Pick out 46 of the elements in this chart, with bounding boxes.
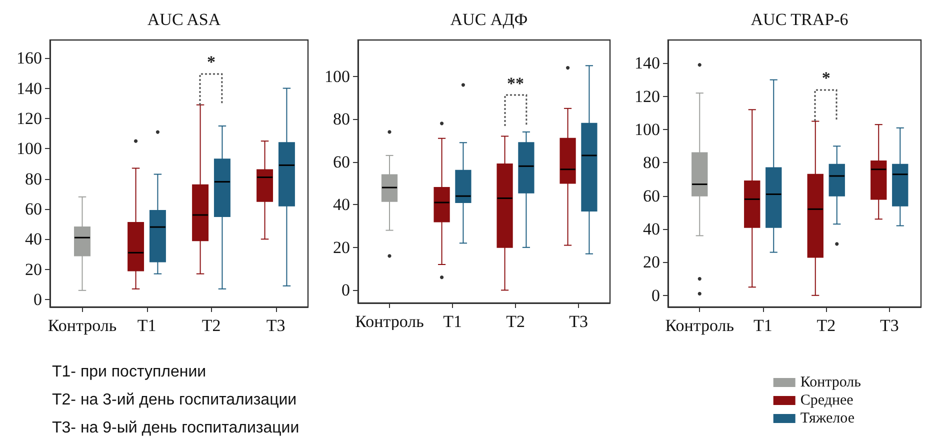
y-tick-label: 60 bbox=[25, 199, 42, 218]
x-tick-label: T1 bbox=[443, 312, 462, 331]
text: T2- на 3-ий день госпитализации bbox=[52, 392, 297, 408]
y-tick-label: 80 bbox=[643, 153, 660, 172]
y-tick-label: 140 bbox=[16, 78, 42, 98]
annotation: * bbox=[822, 68, 830, 88]
y-tick-label: 20 bbox=[333, 238, 350, 257]
chart-title: AUC ASA bbox=[147, 10, 222, 29]
x-tick-label: T3 bbox=[880, 316, 899, 335]
chart-title: AUC TRAP-6 bbox=[750, 10, 848, 29]
x-tick-label: T1 bbox=[137, 316, 156, 335]
text: T3- на 9-ый день госпитализации bbox=[52, 420, 300, 436]
legend-label: Среднее bbox=[800, 392, 854, 408]
y-tick-label: 160 bbox=[16, 48, 42, 68]
y-tick-label: 60 bbox=[333, 152, 350, 172]
legend-label: Тяжелое bbox=[800, 410, 855, 426]
y-tick-label: 20 bbox=[643, 252, 660, 272]
annotation: ** bbox=[507, 74, 524, 94]
annotation: * bbox=[207, 52, 216, 72]
y-tick-label: 120 bbox=[634, 86, 660, 106]
text: T1- при поступлении bbox=[52, 364, 206, 380]
y-tick-label: 120 bbox=[16, 108, 42, 128]
y-tick-label: 100 bbox=[634, 120, 660, 140]
x-tick-label: T2 bbox=[202, 316, 221, 335]
x-tick-label: Контроль bbox=[48, 316, 117, 335]
y-tick-label: 0 bbox=[34, 290, 42, 309]
y-tick-label: 100 bbox=[324, 66, 350, 86]
y-tick-label: 100 bbox=[16, 139, 42, 158]
y-tick-label: 40 bbox=[643, 220, 660, 239]
y-tick-label: 80 bbox=[25, 169, 42, 188]
x-tick-label: T3 bbox=[266, 316, 286, 335]
x-tick-label: T2 bbox=[506, 312, 525, 331]
y-tick-label: 40 bbox=[25, 230, 42, 249]
x-tick-label: T2 bbox=[816, 316, 836, 335]
legend-label: Контроль bbox=[800, 374, 862, 390]
y-tick-label: 140 bbox=[634, 54, 660, 73]
y-tick-label: 0 bbox=[342, 280, 350, 300]
y-tick-label: 80 bbox=[333, 110, 350, 129]
y-tick-label: 20 bbox=[25, 260, 42, 279]
y-tick-label: 40 bbox=[333, 195, 350, 214]
chart-title: AUC АДФ bbox=[450, 10, 528, 29]
x-tick-label: T1 bbox=[753, 316, 772, 335]
x-tick-label: Контроль bbox=[665, 316, 734, 335]
y-tick-label: 0 bbox=[652, 286, 660, 305]
x-tick-label: T3 bbox=[569, 312, 588, 331]
y-tick-label: 60 bbox=[643, 186, 660, 206]
